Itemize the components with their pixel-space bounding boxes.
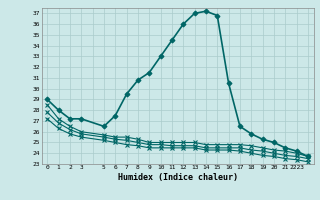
X-axis label: Humidex (Indice chaleur): Humidex (Indice chaleur) [118,173,237,182]
